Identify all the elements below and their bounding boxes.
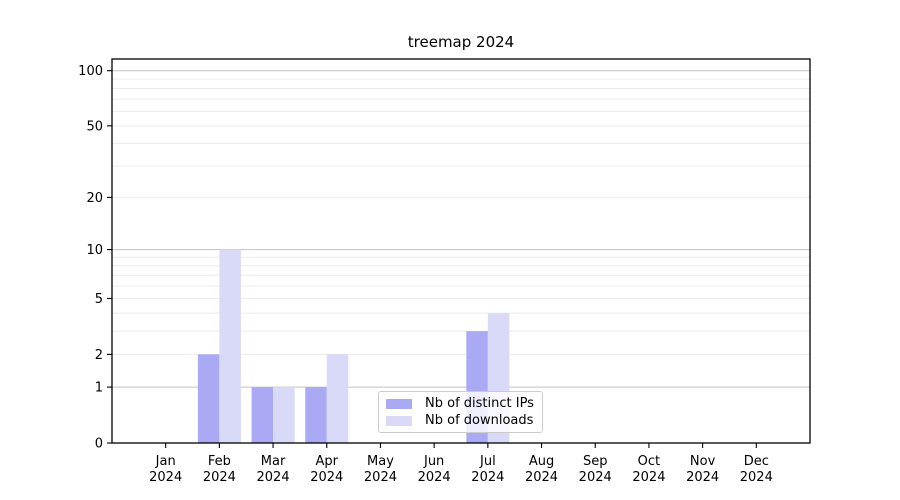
x-tick-label-year: 2024 xyxy=(364,470,397,485)
y-tick-label: 2 xyxy=(95,348,103,363)
legend: Nb of distinct IPs Nb of downloads xyxy=(378,391,543,433)
y-tick-label: 0 xyxy=(95,437,103,452)
plot-border xyxy=(111,58,811,444)
legend-swatch-distinct-ips xyxy=(386,398,412,409)
legend-item-downloads: Nb of downloads xyxy=(386,412,542,429)
bar-distinct-ips xyxy=(251,387,274,443)
x-tick-label-year: 2024 xyxy=(579,470,612,485)
legend-label-downloads: Nb of downloads xyxy=(425,413,534,428)
x-tick-label-month: Feb xyxy=(208,454,231,469)
x-tick-label-month: Oct xyxy=(638,454,660,469)
x-tick-label-month: May xyxy=(367,454,394,469)
x-tick-label-year: 2024 xyxy=(203,470,236,485)
x-tick-label-year: 2024 xyxy=(418,470,451,485)
x-tick-label-month: Mar xyxy=(261,454,286,469)
chart-title: treemap 2024 xyxy=(407,33,515,51)
x-tick-label-month: Jul xyxy=(479,454,496,469)
bar-distinct-ips xyxy=(197,354,220,443)
x-tick-label-year: 2024 xyxy=(149,470,182,485)
y-tick-label: 100 xyxy=(78,64,103,79)
x-tick-label-year: 2024 xyxy=(525,470,558,485)
bar-downloads xyxy=(326,354,349,443)
x-tick-label-month: Jun xyxy=(423,454,444,469)
x-tick-label-month: Jan xyxy=(155,454,176,469)
legend-swatch-downloads xyxy=(386,415,412,426)
bar-downloads xyxy=(273,387,295,443)
x-tick-label-year: 2024 xyxy=(686,470,719,485)
y-tick-label: 5 xyxy=(95,292,103,307)
legend-item-distinct-ips: Nb of distinct IPs xyxy=(386,395,542,412)
y-tick-label: 20 xyxy=(86,191,103,206)
legend-label-distinct-ips: Nb of distinct IPs xyxy=(425,396,534,411)
x-tick-label-month: Nov xyxy=(690,454,716,469)
x-tick-label-year: 2024 xyxy=(740,470,773,485)
x-tick-label-month: Aug xyxy=(529,454,554,469)
x-tick-label-year: 2024 xyxy=(471,470,504,485)
x-tick-label-year: 2024 xyxy=(257,470,290,485)
x-tick-label-year: 2024 xyxy=(310,470,343,485)
y-tick-label: 50 xyxy=(86,119,103,134)
x-tick-label-month: Dec xyxy=(744,454,769,469)
bar-distinct-ips xyxy=(305,387,327,443)
x-tick-label-month: Apr xyxy=(316,454,339,469)
y-tick-label: 10 xyxy=(86,243,103,258)
x-tick-label-month: Sep xyxy=(583,454,608,469)
y-tick-label: 1 xyxy=(95,381,103,396)
bar-downloads xyxy=(219,249,241,443)
x-tick-label-year: 2024 xyxy=(632,470,665,485)
